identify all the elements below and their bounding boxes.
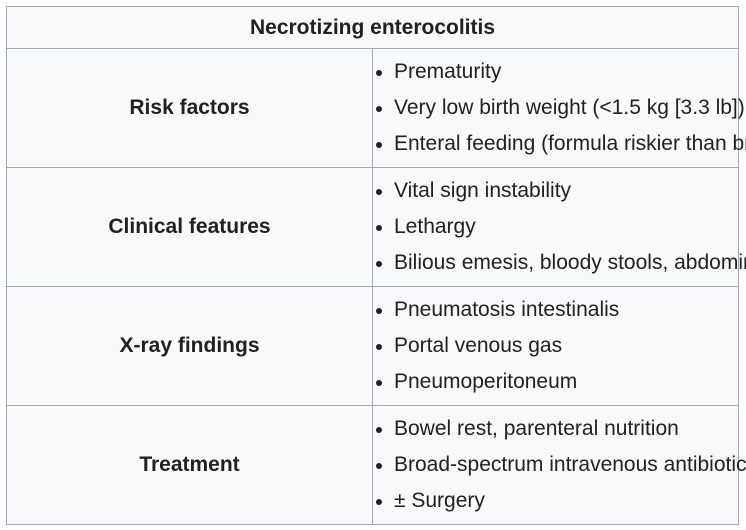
list-item-text: Bowel rest, parenteral nutrition bbox=[394, 417, 679, 440]
list-item-text: Pneumatosis intestinalis bbox=[394, 298, 620, 321]
list-item: Pneumoperitoneum bbox=[373, 364, 738, 400]
bullet-icon bbox=[376, 70, 382, 76]
bullet-icon bbox=[376, 142, 382, 148]
table-row-clinical-features: Clinical features Vital sign instability… bbox=[6, 167, 746, 287]
list-item: Portal venous gas bbox=[373, 328, 738, 364]
list-item: Bowel rest, parenteral nutrition bbox=[373, 411, 738, 447]
table-row-risk-factors: Risk factors Prematurity Very low birth … bbox=[6, 48, 746, 168]
list-item: Vital sign instability bbox=[373, 173, 738, 209]
bullet-icon bbox=[376, 308, 382, 314]
row-label-x-ray-findings: X-ray findings bbox=[6, 286, 373, 406]
row-label-treatment: Treatment bbox=[6, 405, 373, 525]
row-content-clinical-features: Vital sign instability Lethargy Bilious … bbox=[372, 167, 746, 287]
list-item-text: Portal venous gas bbox=[394, 334, 563, 357]
row-content-treatment: Bowel rest, parenteral nutrition Broad-s… bbox=[372, 405, 746, 525]
bullet-icon bbox=[376, 380, 382, 386]
row-content-x-ray-findings: Pneumatosis intestinalis Portal venous g… bbox=[372, 286, 739, 406]
table-row-x-ray-findings: X-ray findings Pneumatosis intestinalis … bbox=[6, 286, 739, 406]
list-item: Lethargy bbox=[373, 209, 738, 245]
list-item: Pneumatosis intestinalis bbox=[373, 292, 738, 328]
bullet-icon bbox=[376, 189, 382, 195]
list-item-text: Prematurity bbox=[394, 60, 502, 83]
bullet-icon bbox=[376, 106, 382, 112]
list-item: Bilious emesis, bloody stools, abdominal… bbox=[373, 245, 746, 281]
bullet-icon bbox=[376, 261, 382, 267]
table-row-treatment: Treatment Bowel rest, parenteral nutriti… bbox=[6, 405, 746, 525]
list-item-text: Lethargy bbox=[394, 215, 476, 238]
list-item-text: Bilious emesis, bloody stools, abdominal… bbox=[394, 251, 746, 274]
list-item-text: Pneumoperitoneum bbox=[394, 370, 578, 393]
bullet-icon bbox=[376, 225, 382, 231]
table-title: Necrotizing enterocolitis bbox=[6, 6, 739, 49]
treatment-list: Bowel rest, parenteral nutrition Broad-s… bbox=[373, 411, 746, 519]
row-content-risk-factors: Prematurity Very low birth weight (<1.5 … bbox=[372, 48, 746, 168]
list-item-text: ± Surgery bbox=[394, 489, 485, 512]
bullet-icon bbox=[376, 427, 382, 433]
row-label-clinical-features: Clinical features bbox=[6, 167, 373, 287]
list-item: Enteral feeding (formula riskier than br… bbox=[373, 126, 746, 162]
list-item-text: Vital sign instability bbox=[394, 179, 572, 202]
list-item: Very low birth weight (<1.5 kg [3.3 lb]) bbox=[373, 90, 745, 126]
list-item: Broad-spectrum intravenous antibiotics bbox=[373, 447, 746, 483]
risk-factors-list: Prematurity Very low birth weight (<1.5 … bbox=[373, 54, 746, 162]
title-row: Necrotizing enterocolitis bbox=[6, 6, 739, 49]
x-ray-findings-list: Pneumatosis intestinalis Portal venous g… bbox=[373, 292, 738, 400]
necrotizing-enterocolitis-table: Necrotizing enterocolitis Risk factors P… bbox=[6, 6, 746, 525]
list-item-text: Enteral feeding (formula riskier than br… bbox=[394, 132, 746, 155]
list-item: Prematurity bbox=[373, 54, 738, 90]
list-item-text: Very low birth weight (<1.5 kg [3.3 lb]) bbox=[394, 96, 745, 119]
bullet-icon bbox=[376, 499, 382, 505]
list-item-text: Broad-spectrum intravenous antibiotics bbox=[394, 453, 746, 476]
clinical-features-list: Vital sign instability Lethargy Bilious … bbox=[373, 173, 746, 281]
bullet-icon bbox=[376, 463, 382, 469]
row-label-risk-factors: Risk factors bbox=[6, 48, 373, 168]
bullet-icon bbox=[376, 344, 382, 350]
list-item: ± Surgery bbox=[373, 483, 738, 519]
